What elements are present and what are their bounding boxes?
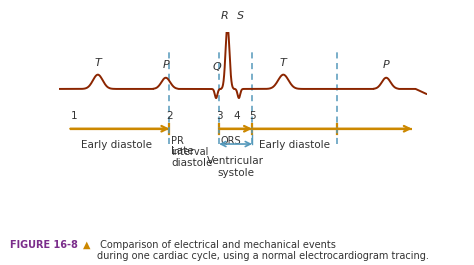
Text: Early diastole: Early diastole	[81, 140, 152, 150]
Text: P: P	[163, 60, 169, 69]
Text: 3: 3	[216, 111, 222, 121]
Text: 4: 4	[234, 111, 240, 121]
Text: Ventricular
systole: Ventricular systole	[207, 156, 264, 178]
Text: ▲: ▲	[83, 240, 91, 250]
Text: Early diastole: Early diastole	[259, 140, 330, 150]
Text: PR
interval: PR interval	[171, 136, 209, 157]
Text: Comparison of electrical and mechanical events
during one cardiac cycle, using a: Comparison of electrical and mechanical …	[97, 240, 429, 262]
Text: P: P	[383, 60, 390, 69]
Text: T: T	[94, 58, 101, 68]
Text: 1: 1	[71, 111, 77, 121]
Text: Q: Q	[212, 61, 221, 72]
Text: QRS: QRS	[221, 136, 242, 146]
Text: 5: 5	[249, 111, 255, 121]
Text: 2: 2	[166, 111, 173, 121]
Text: R: R	[221, 11, 229, 21]
Text: T: T	[280, 58, 287, 68]
Text: FIGURE 16-8: FIGURE 16-8	[10, 240, 78, 250]
Text: S: S	[237, 11, 244, 21]
Text: Late
diastole: Late diastole	[171, 146, 213, 168]
